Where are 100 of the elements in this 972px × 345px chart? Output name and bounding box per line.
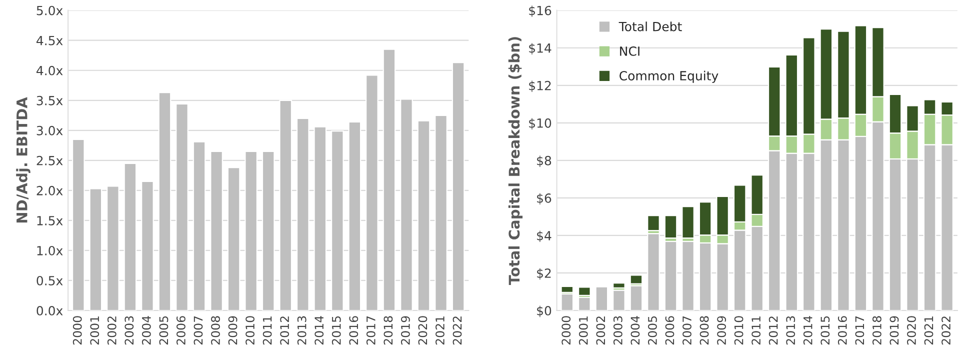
y-tick-label: $4 [537,230,552,242]
x-tick-label: 2016 [349,316,358,345]
x-tick-label: 2002 [107,316,116,345]
legend-label: Common Equity [620,70,718,83]
bar [434,114,448,310]
x-tick-label: 2021 [436,316,444,345]
x-tick-label: 2004 [142,316,151,345]
y-tick-label: $8 [537,156,552,168]
bar [612,282,626,289]
y-tick-label: $10 [529,118,552,130]
bar [124,162,137,310]
y-tick-label: 4.0x [36,66,63,76]
x-tick-label: 2015 [820,316,830,345]
y-axis-title: ND/Adj. EBITDA [16,97,30,222]
x-tick-label: 2007 [194,316,203,345]
y-tick-label: $2 [537,268,551,280]
x-tick-label: 2010 [734,316,744,345]
x-tick-label: 2006 [665,316,674,345]
x-tick-label: 2006 [176,316,186,345]
x-tick-label: 2015 [332,316,341,345]
y-axis-title: Total Capital Breakdown ($bn) [508,37,523,285]
bar [366,74,378,310]
bar [330,130,344,310]
x-tick-label: 2012 [768,316,778,345]
x-tick-label: 2013 [786,316,796,345]
bar [314,126,327,310]
bar [452,62,465,310]
bar [262,150,275,310]
y-tick-label: $6 [537,193,552,205]
bar [630,274,643,284]
bar [176,103,188,310]
x-tick-label: 2014 [803,316,812,345]
x-tick-label: 2000 [562,316,571,345]
x-tick-label: 2022 [942,316,950,345]
bar [382,48,396,310]
x-tick-label: 2012 [280,316,290,345]
x-tick-label: 2014 [314,316,324,345]
x-tick-label: 2018 [872,316,882,345]
bar [89,188,102,310]
x-tick-label: 2020 [418,316,428,345]
bar [595,286,608,310]
y-tick-label: 0.5x [36,276,63,286]
bar [244,150,258,310]
bar [664,215,678,239]
x-tick-label: 2003 [124,316,134,345]
x-tick-label: 2019 [890,316,899,345]
bar [647,233,660,310]
x-tick-label: 2005 [648,316,657,345]
bar [158,92,172,310]
x-tick-label: 2010 [246,316,255,345]
x-tick-label: 2011 [752,316,761,345]
x-tick-label: 2016 [838,316,847,345]
y-tick-label: $0 [537,306,552,318]
bar [578,286,591,296]
x-tick-label: 2002 [596,316,606,345]
x-tick-label: 2004 [630,316,640,345]
y-tick-label: 1.0x [37,246,63,256]
y-tick-label: 3.5x [36,96,63,106]
x-tick-label: 2019 [400,316,410,345]
bar [630,285,643,310]
bar [348,121,362,310]
y-tick-label: 2.0x [36,186,63,196]
x-tick-label: 2007 [682,316,692,345]
x-tick-label: 2017 [855,316,864,345]
y-tick-label: $14 [529,43,552,54]
bar [612,290,626,310]
x-tick-label: 2008 [211,316,220,345]
x-tick-label: 2009 [717,316,726,345]
bar [417,120,430,310]
x-tick-label: 2011 [262,316,272,345]
x-tick-label: 2001 [578,316,588,345]
bar [682,206,694,239]
x-tick-label: 2021 [924,316,934,345]
x-tick-label: 2022 [452,316,462,345]
x-tick-label: 2020 [907,316,916,345]
x-tick-label: 2005 [159,316,168,345]
bar [141,180,154,310]
bar [578,296,591,310]
bar [664,240,678,310]
y-tick-label: $12 [529,80,551,92]
bar [296,118,310,310]
y-tick-label: 4.5x [36,36,63,46]
bar [72,138,85,310]
x-tick-label: 2001 [90,316,100,345]
bar [279,100,292,310]
x-tick-label: 2009 [228,316,238,345]
bar [227,167,240,310]
x-tick-label: 2008 [700,316,709,345]
bar [210,150,223,310]
bar [647,215,660,232]
legend-label: NCI [620,46,640,56]
y-tick-label: $16 [529,6,552,17]
x-tick-label: 2003 [613,316,622,345]
y-tick-label: 3.0x [36,126,63,136]
y-tick-label: 2.5x [36,156,63,166]
y-tick-label: 1.5x [37,216,63,226]
x-tick-label: 2018 [384,316,393,345]
bar [400,98,413,310]
y-tick-label: 5.0x [36,6,63,16]
y-tick-label: 0.0x [36,306,63,316]
